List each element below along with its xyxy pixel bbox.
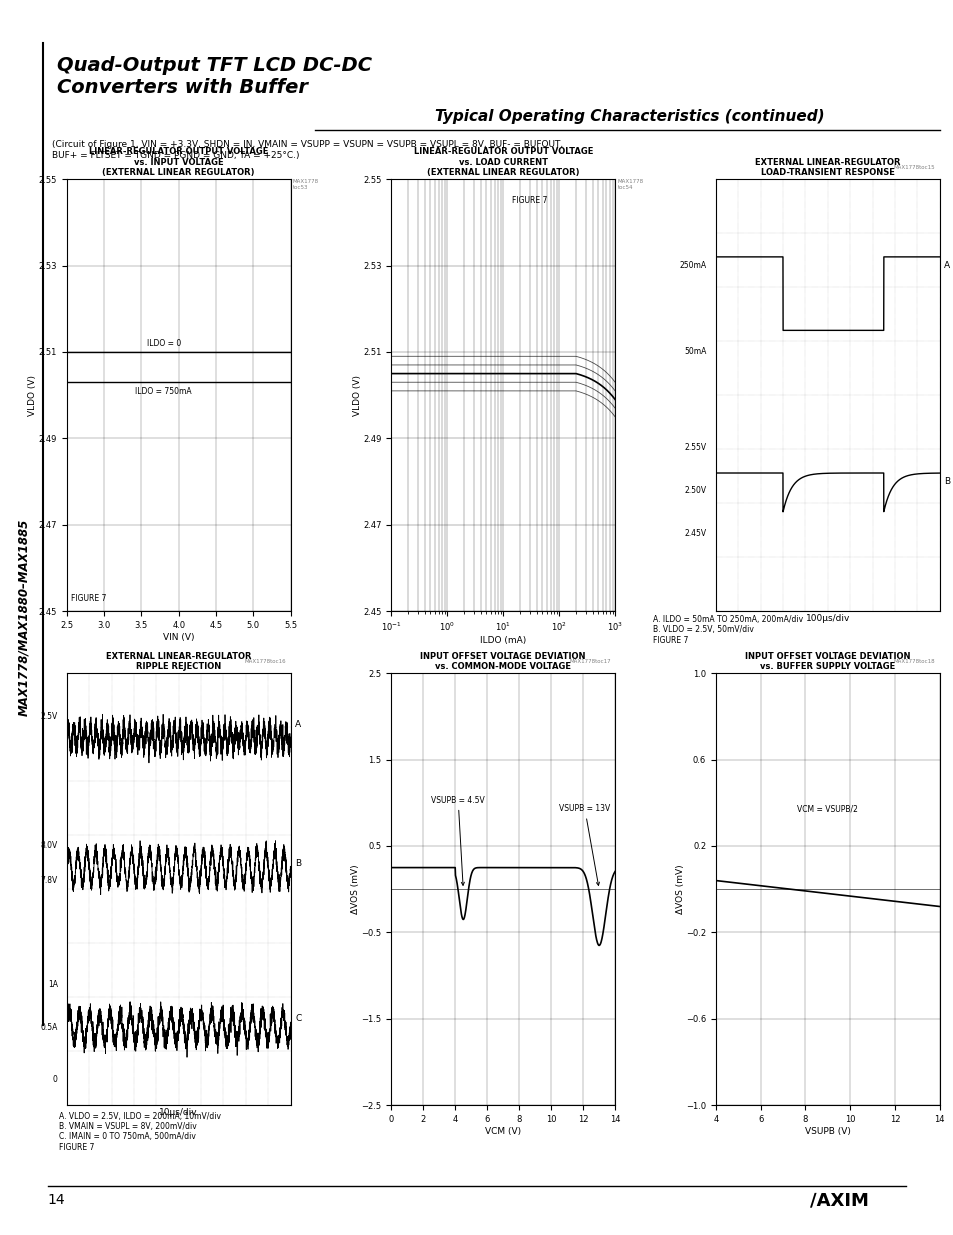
Text: 2.5V: 2.5V — [41, 711, 58, 721]
Text: A. VLDO = 2.5V, ILDO = 200mA, 10mV/div
B. VMAIN = VSUPL = 8V, 200mV/div
C. IMAIN: A. VLDO = 2.5V, ILDO = 200mA, 10mV/div B… — [59, 1112, 221, 1152]
X-axis label: VIN (V): VIN (V) — [163, 632, 194, 642]
Text: MAX1778toc16: MAX1778toc16 — [244, 659, 286, 664]
Text: 0.5A: 0.5A — [40, 1023, 58, 1032]
Text: 1A: 1A — [48, 979, 58, 989]
Text: 2.45V: 2.45V — [684, 529, 706, 538]
Text: ILDO = 0: ILDO = 0 — [147, 338, 181, 348]
Text: 2.50V: 2.50V — [684, 485, 706, 495]
Y-axis label: ΔVOS (mV): ΔVOS (mV) — [351, 864, 359, 914]
X-axis label: 100μs/div: 100μs/div — [804, 614, 849, 624]
Text: 250mA: 250mA — [679, 261, 706, 270]
Text: A: A — [943, 261, 949, 270]
X-axis label: ILDO (mA): ILDO (mA) — [479, 636, 526, 645]
Title: INPUT OFFSET VOLTAGE DEVIATION
vs. COMMON-MODE VOLTAGE: INPUT OFFSET VOLTAGE DEVIATION vs. COMMO… — [420, 652, 585, 671]
Y-axis label: VLDO (V): VLDO (V) — [29, 374, 37, 416]
Text: 8.0V: 8.0V — [41, 841, 58, 851]
Text: B: B — [943, 477, 949, 487]
Title: EXTERNAL LINEAR-REGULATOR
RIPPLE REJECTION: EXTERNAL LINEAR-REGULATOR RIPPLE REJECTI… — [106, 652, 252, 671]
Y-axis label: ΔVOS (mV): ΔVOS (mV) — [675, 864, 684, 914]
Text: MAX1778toc18: MAX1778toc18 — [893, 659, 934, 664]
Text: 50mA: 50mA — [684, 347, 706, 357]
Text: VSUPB = 4.5V: VSUPB = 4.5V — [431, 795, 484, 885]
X-axis label: VSUPB (V): VSUPB (V) — [804, 1126, 850, 1136]
X-axis label: 10μs/div: 10μs/div — [159, 1108, 198, 1118]
Text: MAX1778
toc54: MAX1778 toc54 — [617, 179, 643, 190]
Text: 14: 14 — [48, 1193, 65, 1208]
Title: LINEAR-REGULATOR OUTPUT VOLTAGE
vs. INPUT VOLTAGE
(EXTERNAL LINEAR REGULATOR): LINEAR-REGULATOR OUTPUT VOLTAGE vs. INPU… — [89, 147, 268, 177]
Text: MAX1778/MAX1880–MAX1885: MAX1778/MAX1880–MAX1885 — [17, 519, 30, 716]
Text: Quad-Output TFT LCD DC-DC
Converters with Buffer: Quad-Output TFT LCD DC-DC Converters wit… — [57, 56, 372, 96]
Text: MAX1778toc15: MAX1778toc15 — [893, 165, 934, 170]
Title: INPUT OFFSET VOLTAGE DEVIATION
vs. BUFFER SUPPLY VOLTAGE: INPUT OFFSET VOLTAGE DEVIATION vs. BUFFE… — [744, 652, 909, 671]
Title: EXTERNAL LINEAR-REGULATOR
LOAD-TRANSIENT RESPONSE: EXTERNAL LINEAR-REGULATOR LOAD-TRANSIENT… — [754, 158, 900, 177]
Text: (Circuit of Figure 1, VIN = +3.3V, SHDN = IN, VMAIN = VSUPP = VSUPN = VSUPB = VS: (Circuit of Figure 1, VIN = +3.3V, SHDN … — [52, 140, 563, 148]
Text: FIGURE 7: FIGURE 7 — [71, 594, 106, 603]
Text: ILDO = 750mA: ILDO = 750mA — [135, 387, 192, 395]
Text: MAX1778toc17: MAX1778toc17 — [568, 659, 610, 664]
Text: 7.8V: 7.8V — [41, 876, 58, 885]
Text: 2.55V: 2.55V — [684, 442, 706, 452]
Text: ∕AXIM: ∕AXIM — [809, 1192, 868, 1209]
Text: C: C — [294, 1014, 301, 1024]
Title: LINEAR-REGULATOR OUTPUT VOLTAGE
vs. LOAD CURRENT
(EXTERNAL LINEAR REGULATOR): LINEAR-REGULATOR OUTPUT VOLTAGE vs. LOAD… — [413, 147, 593, 177]
Text: VCM = VSUPB/2: VCM = VSUPB/2 — [797, 804, 858, 814]
Text: 0: 0 — [53, 1074, 58, 1084]
Text: B: B — [294, 858, 301, 868]
Text: FIGURE 7: FIGURE 7 — [512, 196, 547, 205]
Text: Typical Operating Characteristics (continued): Typical Operating Characteristics (conti… — [435, 109, 823, 124]
Text: BUF+ = FLTSET = TGND = PGND = GND, TA = +25°C.): BUF+ = FLTSET = TGND = PGND = GND, TA = … — [52, 151, 299, 159]
Text: VSUPB = 13V: VSUPB = 13V — [558, 804, 610, 885]
Y-axis label: VLDO (V): VLDO (V) — [353, 374, 361, 416]
Text: A. ILDO = 50mA TO 250mA, 200mA/div
B. VLDO = 2.5V, 50mV/div
FIGURE 7: A. ILDO = 50mA TO 250mA, 200mA/div B. VL… — [653, 615, 802, 645]
Text: A: A — [294, 720, 301, 730]
X-axis label: VCM (V): VCM (V) — [485, 1126, 520, 1136]
Text: MAX1778
toc53: MAX1778 toc53 — [293, 179, 318, 190]
